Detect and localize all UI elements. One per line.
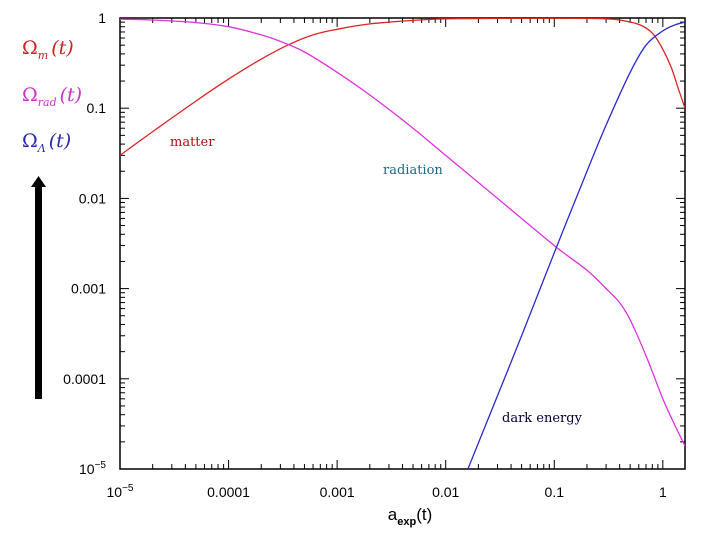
series-line-2 <box>467 21 685 469</box>
series-annotation-0: matter <box>170 135 215 150</box>
x-axis-title: aexp(t) <box>388 505 432 528</box>
series-line-1 <box>120 18 685 447</box>
series-annotations: matter radiation dark energy <box>170 135 583 426</box>
x-tick-label: 0.0001 <box>207 484 250 500</box>
series-line-0 <box>120 18 685 156</box>
legend-entry-0: Ωm (t) <box>22 37 74 62</box>
y-tick-label: 0.1 <box>87 100 107 116</box>
legend-entry-1: Ωrad (t) <box>22 84 82 109</box>
tick-labels: 10−5 0.0001 0.001 0.01 0.1 1 1 0.1 0.01 0.001 0.00… <box>63 10 667 500</box>
x-tick-label: 0.001 <box>320 484 355 500</box>
y-tick-label: 0.001 <box>71 281 106 297</box>
up-arrow-icon <box>31 176 46 399</box>
y-tick-label: 1 <box>98 10 106 26</box>
series-annotation-1: radiation <box>383 163 443 178</box>
axis-ticks <box>119 17 685 470</box>
y-tick-label: 0.01 <box>79 190 106 206</box>
plot-frame <box>119 17 686 470</box>
x-tick-label: 0.01 <box>432 484 459 500</box>
series-lines <box>120 18 685 469</box>
y-tick-label: 10−5 <box>79 460 106 477</box>
series-annotation-2: dark energy <box>502 411 583 426</box>
x-tick-label: 1 <box>659 484 667 500</box>
y-tick-label: 0.0001 <box>63 371 106 387</box>
legend-entry-2: ΩΛ (t) <box>22 130 71 155</box>
arrow-head <box>31 176 46 187</box>
x-axis-label: aexp(t) <box>388 505 432 528</box>
x-tick-label: 0.1 <box>545 484 565 500</box>
x-tick-label: 10−5 <box>107 483 134 500</box>
arrow-shaft <box>35 186 42 399</box>
legend: Ωm (t) Ωrad (t) ΩΛ (t) <box>22 37 82 155</box>
